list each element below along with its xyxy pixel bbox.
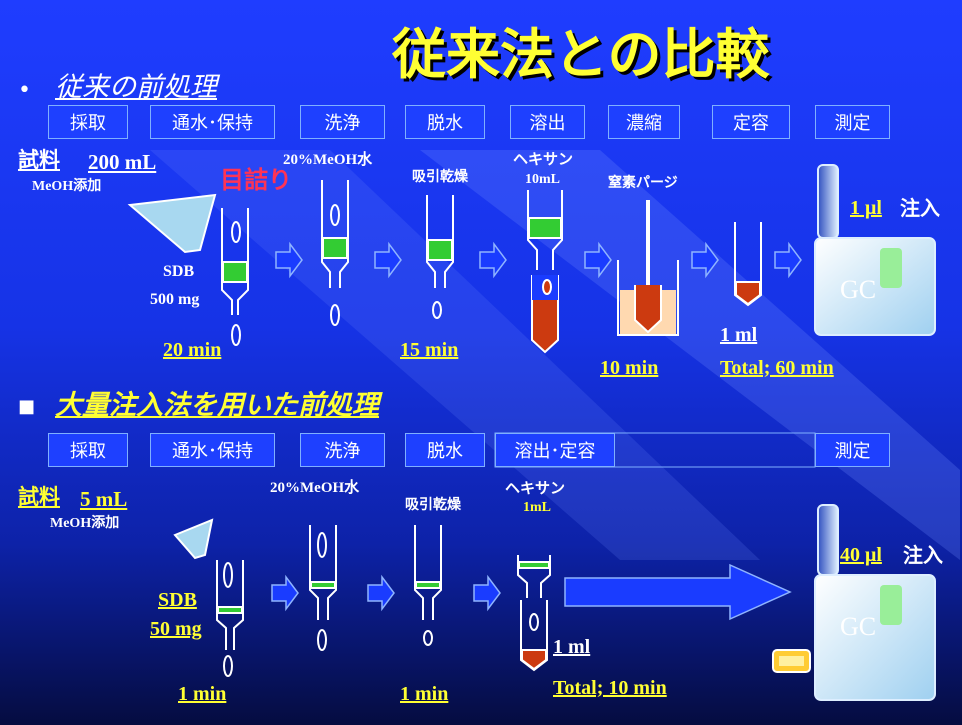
solvent: ヘキサン	[505, 479, 566, 497]
big-arrow	[564, 563, 792, 621]
bullet: •	[18, 78, 31, 103]
wash: 20%MeOH水	[283, 152, 373, 168]
step: 通水･保持	[150, 433, 275, 467]
sorbent: SDB	[158, 589, 197, 611]
time: 1 min	[178, 683, 227, 705]
sorbent: SDB	[163, 263, 195, 280]
step: 測定	[815, 105, 890, 139]
step: 脱水	[405, 105, 485, 139]
conventional-arrows	[275, 241, 802, 279]
step: 洗浄	[300, 105, 385, 139]
step: 定容	[712, 105, 790, 139]
dry: 吸引乾燥	[412, 169, 468, 185]
title: 従来法との比較	[392, 23, 770, 86]
total-time: Total; 60 min	[720, 357, 834, 379]
injection-volume: 40 μl	[840, 544, 882, 566]
step: 採取	[48, 433, 128, 467]
step: 溶出	[510, 105, 585, 139]
step: 溶出･定容	[495, 433, 615, 467]
time: 10 min	[600, 357, 659, 379]
time: 1 min	[400, 683, 449, 705]
injection: 注入	[900, 196, 940, 220]
sample-volume: 5 mL	[80, 487, 128, 511]
purge: 窒素パージ	[608, 175, 678, 191]
additive: MeOH添加	[32, 179, 102, 194]
large-volume-arrows	[271, 574, 501, 612]
section-heading: 大量注入法を用いた前処理	[55, 390, 379, 421]
clogging: 目詰り	[220, 166, 292, 194]
conventional-apparatus	[127, 164, 936, 354]
solvent-volume: 10mL	[525, 172, 560, 187]
step: 通水･保持	[150, 105, 275, 139]
step: 採取	[48, 105, 128, 139]
step: 洗浄	[300, 433, 385, 467]
time: 20 min	[163, 339, 222, 361]
injection: 注入	[903, 543, 943, 567]
final-volume: 1 ml	[553, 636, 591, 658]
section-heading: 従来の前処理	[55, 72, 217, 103]
step: 脱水	[405, 433, 485, 467]
step: 濃縮	[608, 105, 680, 139]
wash: 20%MeOH水	[270, 480, 360, 496]
solvent: ヘキサン	[513, 150, 574, 168]
additive: MeOH添加	[50, 516, 120, 531]
step: 測定	[815, 433, 890, 467]
bullet: ■	[18, 396, 36, 417]
instrument: GC	[840, 275, 877, 304]
sorbent-mass: 500 mg	[150, 291, 200, 308]
total-time: Total; 10 min	[553, 677, 667, 699]
final-volume: 1 ml	[720, 324, 758, 346]
dry: 吸引乾燥	[405, 497, 461, 513]
sorbent-mass: 50 mg	[150, 618, 202, 640]
large-volume-apparatus	[173, 504, 936, 701]
sample: 試料	[18, 485, 60, 509]
time: 15 min	[400, 339, 459, 361]
sample: 試料	[18, 148, 60, 172]
solvent-volume: 1mL	[523, 500, 551, 515]
instrument: GC	[840, 612, 877, 641]
sample-volume: 200 mL	[88, 150, 157, 174]
injection-volume: 1 μl	[850, 197, 882, 219]
